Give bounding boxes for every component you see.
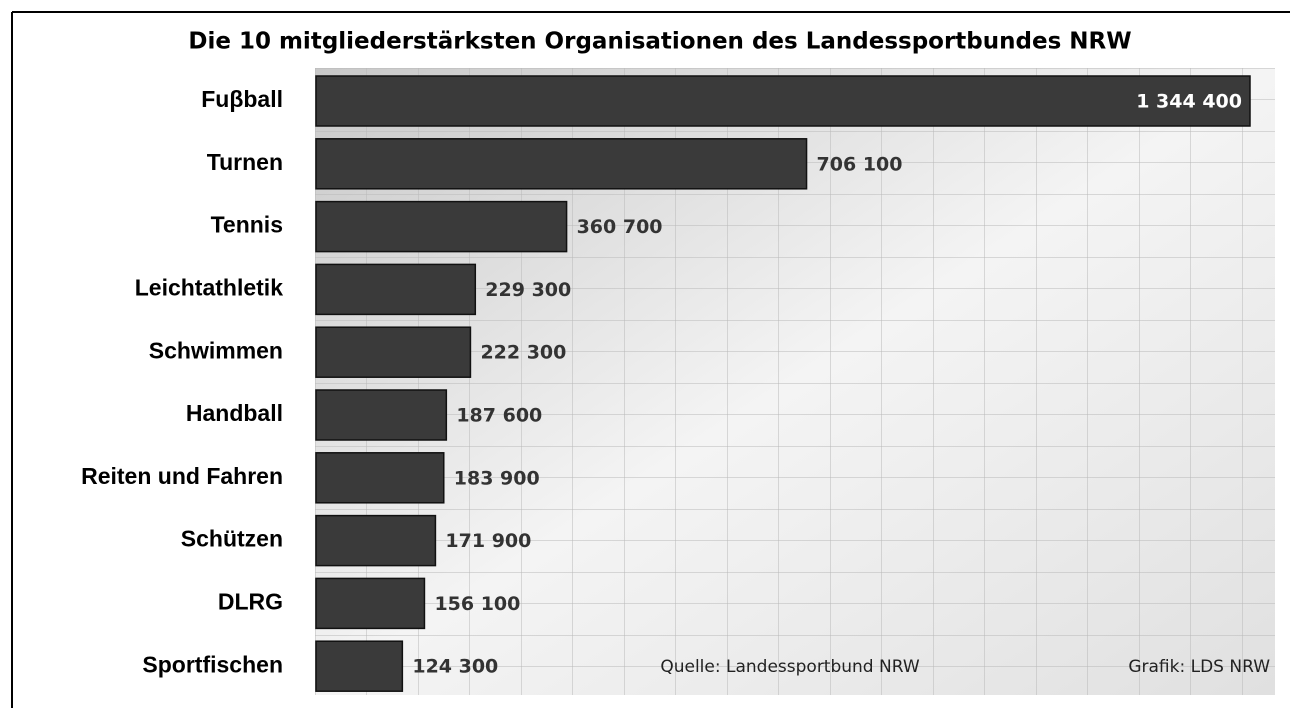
category-label: Turnen xyxy=(207,149,283,175)
bar xyxy=(316,390,446,440)
chart-title: Die 10 mitgliederstärksten Organisatione… xyxy=(188,29,1131,55)
value-label: 229 300 xyxy=(485,279,571,301)
category-label: DLRG xyxy=(218,588,283,614)
value-label: 706 100 xyxy=(817,153,903,175)
bar xyxy=(316,327,470,377)
category-label: Fuβball xyxy=(201,86,283,112)
bar xyxy=(316,578,424,628)
category-label: Handball xyxy=(186,400,283,426)
chart: Die 10 mitgliederstärksten Organisatione… xyxy=(0,0,1290,708)
value-label: 187 600 xyxy=(456,405,542,427)
value-label: 1 344 400 xyxy=(1136,91,1242,113)
value-label: 360 700 xyxy=(577,216,663,238)
category-label: Leichtathletik xyxy=(135,274,283,300)
category-label: Schwimmen xyxy=(149,337,283,363)
bar xyxy=(316,264,475,314)
value-label: 171 900 xyxy=(445,530,531,552)
category-label: Reiten und Fahren xyxy=(81,463,283,489)
bar xyxy=(316,641,402,691)
category-label: Schützen xyxy=(181,526,283,552)
value-label: 124 300 xyxy=(412,656,498,678)
credit: Grafik: LDS NRW xyxy=(1128,657,1270,677)
value-label: 183 900 xyxy=(454,467,540,489)
value-label: 156 100 xyxy=(434,593,520,615)
value-label: 222 300 xyxy=(480,342,566,364)
source: Quelle: Landessportbund NRW xyxy=(660,657,919,677)
category-label: Sportfischen xyxy=(142,651,283,677)
bar xyxy=(316,139,807,189)
category-label: Tennis xyxy=(211,212,283,238)
bar xyxy=(316,202,567,252)
bar xyxy=(316,453,444,503)
bar xyxy=(316,76,1250,126)
bar xyxy=(316,516,435,566)
